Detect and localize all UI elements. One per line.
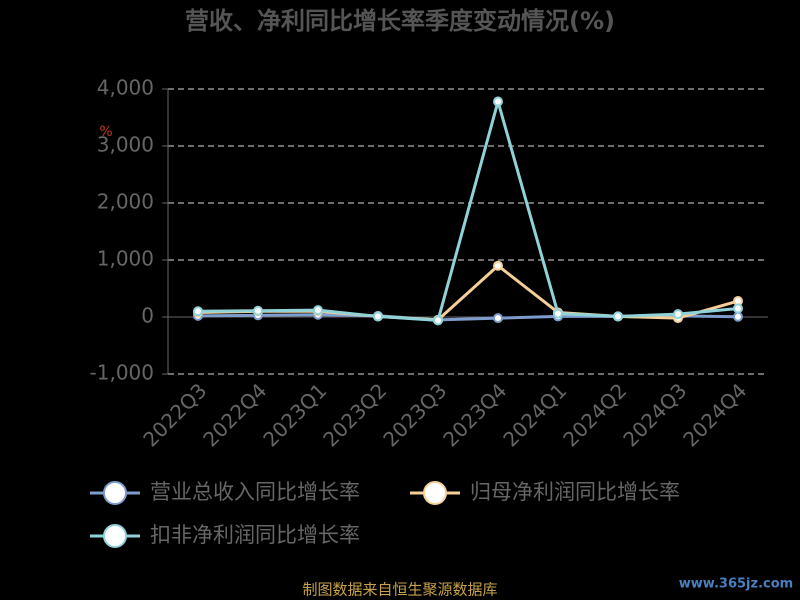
legend-label: 扣非净利润同比增长率 <box>150 523 360 547</box>
data-point <box>313 305 323 316</box>
legend-marker <box>103 524 127 548</box>
y-tick-label: -1,000 <box>90 361 154 385</box>
data-point <box>253 305 263 316</box>
data-point <box>673 309 683 320</box>
legend-label: 营业总收入同比增长率 <box>150 480 360 504</box>
x-tick-label: 2023Q1 <box>258 378 331 451</box>
chart-title: 营收、净利同比增长率季度变动情况(%) <box>185 7 615 35</box>
y-tick-label: 4,000 <box>97 76 154 100</box>
y-tick-label: 2,000 <box>97 190 154 214</box>
x-tick-label: 2024Q1 <box>498 378 571 451</box>
x-tick-label: 2023Q2 <box>318 378 391 451</box>
x-tick-label: 2023Q4 <box>438 378 511 451</box>
legend-marker <box>423 481 447 505</box>
data-point <box>733 311 743 322</box>
x-tick-label: 2024Q3 <box>618 378 691 451</box>
data-point <box>493 96 503 107</box>
data-point <box>733 303 743 314</box>
data-point <box>373 311 383 322</box>
x-tick-label: 2022Q4 <box>198 378 271 451</box>
data-point <box>433 315 443 326</box>
x-tick-label: 2022Q3 <box>138 378 211 451</box>
x-tick-label: 2024Q2 <box>558 378 631 451</box>
data-point <box>493 260 503 271</box>
data-point <box>493 313 503 324</box>
legend-label: 归母净利润同比增长率 <box>470 480 680 504</box>
x-tick-label: 2024Q4 <box>678 378 751 451</box>
x-tick-label: 2023Q3 <box>378 378 451 451</box>
y-tick-label: 1,000 <box>97 247 154 271</box>
y-tick-label: 0 <box>141 304 154 328</box>
data-point <box>613 311 623 322</box>
data-point <box>553 308 563 319</box>
y-tick-label: 3,000 <box>97 133 154 157</box>
legend-marker <box>103 481 127 505</box>
source: 制图数据来自恒生聚源数据库 <box>302 581 497 599</box>
watermark: www.365jz.com <box>679 577 793 592</box>
series-line <box>197 95 739 322</box>
y-unit: % <box>99 124 112 140</box>
data-point <box>193 306 203 317</box>
